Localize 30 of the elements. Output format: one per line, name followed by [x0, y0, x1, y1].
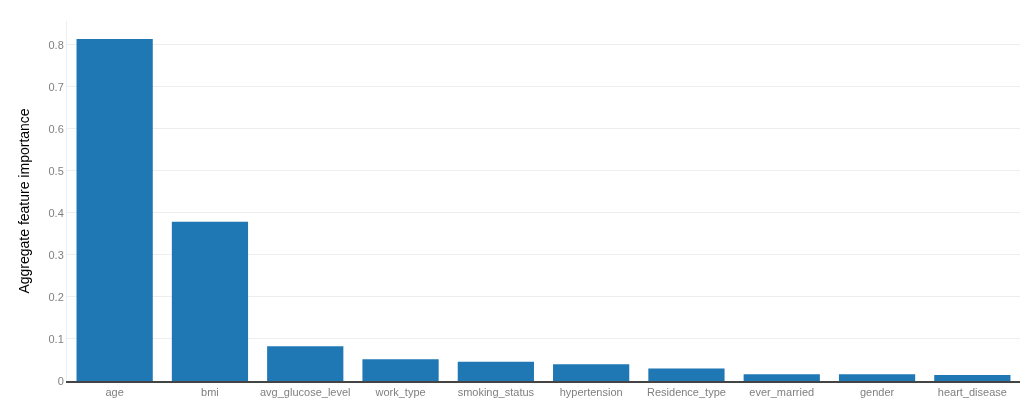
y-tick-label: 0 — [57, 374, 64, 387]
x-tick-label: heart_disease — [937, 386, 1007, 399]
bar — [267, 346, 344, 381]
bar — [838, 374, 916, 381]
bar — [362, 359, 439, 381]
x-tick-label: age — [105, 386, 124, 399]
y-axis-title: Aggregate feature importance — [16, 108, 33, 294]
bar — [648, 368, 725, 381]
y-tick-label: 0.7 — [48, 80, 64, 93]
x-tick-label: bmi — [201, 386, 219, 399]
y-tick-label: 0.2 — [48, 290, 64, 303]
y-tick-label: 0.5 — [48, 164, 64, 177]
x-tick-label: avg_glucose_level — [259, 386, 351, 399]
bar — [743, 374, 820, 381]
x-tick-label: work_type — [374, 386, 426, 399]
x-tick-label: gender — [859, 386, 895, 399]
y-tick-label: 0.6 — [48, 122, 64, 135]
bar — [457, 361, 534, 381]
bar — [171, 221, 249, 381]
x-tick-label: smoking_status — [457, 386, 535, 399]
bar — [76, 39, 153, 381]
y-tick-label: 0.3 — [48, 248, 64, 261]
y-tick-label: 0.1 — [48, 332, 64, 345]
y-tick-label: 0.4 — [48, 206, 64, 219]
bar — [934, 375, 1011, 381]
bar — [553, 364, 630, 381]
x-tick-label: Residence_type — [647, 386, 726, 399]
y-tick-label: 0.8 — [48, 38, 64, 51]
x-tick-label: ever_married — [749, 386, 815, 399]
x-tick-label: hypertension — [559, 386, 623, 399]
